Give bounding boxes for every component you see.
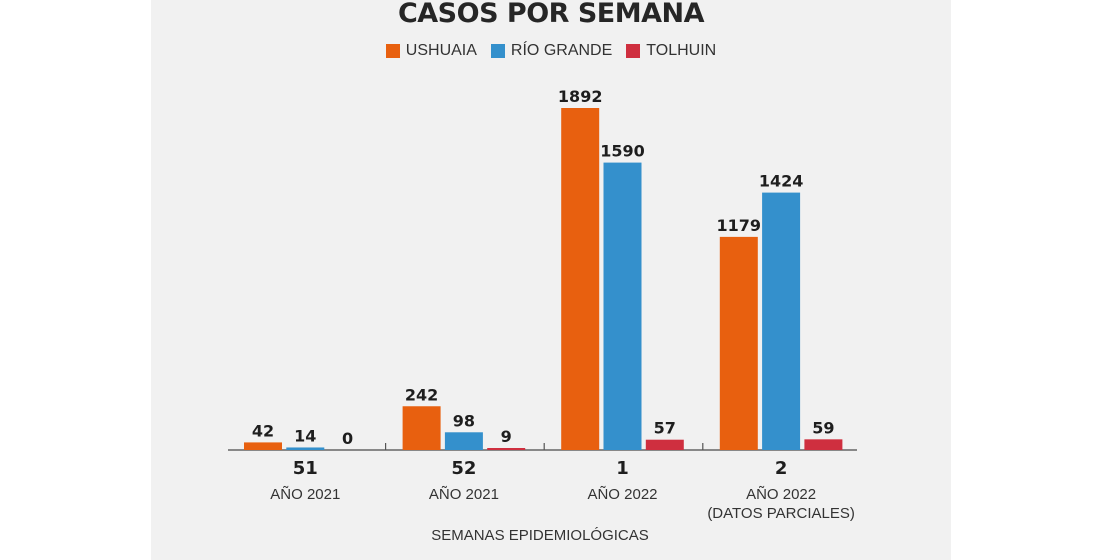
legend-item-rio-grande: RÍO GRANDE bbox=[490, 42, 613, 60]
legend-swatch-tolhuin bbox=[626, 44, 641, 58]
data-label: 42 bbox=[252, 421, 274, 440]
chart-panel bbox=[151, 0, 951, 560]
bar-tolhuin bbox=[487, 448, 526, 450]
bar-r-o-grande bbox=[286, 447, 325, 450]
x-tick-label-year: AÑO 2022 bbox=[587, 486, 657, 503]
data-label: 1590 bbox=[600, 142, 645, 161]
bar-tolhuin bbox=[804, 439, 843, 450]
legend: USHUAIA RÍO GRANDE TOLHUIN bbox=[151, 42, 951, 60]
chart-title: CASOS POR SEMANA bbox=[397, 0, 705, 29]
bar-ushuaia bbox=[719, 236, 758, 450]
legend-label-rio-grande: RÍO GRANDE bbox=[510, 42, 613, 59]
data-label: 0 bbox=[342, 429, 353, 448]
legend-swatch-rio-grande bbox=[490, 44, 505, 58]
x-axis-label: SEMANAS EPIDEMIOLÓGICAS bbox=[431, 527, 649, 544]
data-label: 1892 bbox=[558, 87, 603, 106]
bar-ushuaia bbox=[402, 406, 441, 450]
bar-tolhuin bbox=[645, 439, 684, 450]
data-label: 57 bbox=[654, 419, 676, 438]
x-tick-label-year: AÑO 2021 bbox=[429, 486, 499, 503]
data-label: 1179 bbox=[717, 216, 762, 235]
legend-item-ushuaia: USHUAIA bbox=[385, 42, 477, 60]
x-tick-label-year: AÑO 2021 bbox=[270, 486, 340, 503]
data-label: 9 bbox=[501, 427, 512, 446]
x-tick-label-week: 51 bbox=[293, 458, 318, 479]
x-tick-label-note: (DATOS PARCIALES) bbox=[707, 505, 855, 522]
bar-r-o-grande bbox=[444, 432, 483, 450]
data-label: 59 bbox=[812, 418, 834, 437]
data-label: 14 bbox=[294, 426, 316, 445]
legend-label-tolhuin: TOLHUIN bbox=[646, 42, 717, 59]
legend-label-ushuaia: USHUAIA bbox=[405, 42, 477, 59]
data-label: 98 bbox=[453, 411, 475, 430]
data-label: 242 bbox=[405, 385, 438, 404]
bar-r-o-grande bbox=[603, 162, 642, 451]
bar-ushuaia bbox=[561, 108, 600, 450]
x-tick-label-year: AÑO 2022 bbox=[746, 486, 816, 503]
legend-item-tolhuin: TOLHUIN bbox=[626, 42, 716, 60]
x-tick-label-week: 1 bbox=[616, 458, 629, 479]
legend-swatch-ushuaia bbox=[385, 44, 400, 58]
bar-ushuaia bbox=[244, 442, 282, 450]
x-tick-label-week: 52 bbox=[451, 458, 476, 479]
x-tick-label-week: 2 bbox=[775, 458, 788, 479]
bar-r-o-grande bbox=[762, 192, 801, 450]
data-label: 1424 bbox=[759, 172, 804, 191]
